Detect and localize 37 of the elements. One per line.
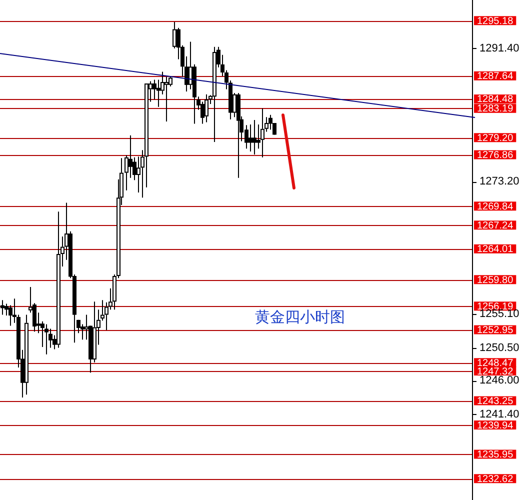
candlestick: [172, 21, 176, 49]
candlestick: [92, 301, 96, 363]
candlestick: [80, 324, 84, 340]
ref-line-label: 1279.20: [477, 132, 514, 144]
ref-line-label: 1267.24: [477, 220, 514, 232]
y-tick-label: 1291.40: [480, 42, 520, 54]
y-tick-label: 1273.20: [480, 176, 520, 188]
y-tick-label: 1246.00: [480, 374, 520, 387]
candlestick: [260, 108, 264, 158]
ref-line-label: 1252.95: [477, 325, 514, 336]
candlestick: [56, 211, 60, 348]
candlestick: [248, 124, 252, 152]
candlestick: [204, 94, 208, 123]
ref-line-label: 1276.86: [477, 150, 514, 162]
candlestick: [164, 76, 168, 122]
ref-line-label: 1295.18: [477, 16, 514, 27]
ref-line-label: 1287.64: [477, 71, 514, 82]
ref-line-label: 1232.62: [477, 474, 514, 485]
ref-line-label: 1243.25: [477, 396, 514, 408]
ref-line-label: 1283.19: [477, 104, 514, 115]
y-tick-label: 1250.50: [480, 342, 520, 354]
ref-line-label: 1235.95: [477, 449, 514, 460]
ref-line-label: 1248.47: [477, 358, 514, 369]
ref-line-label: 1264.01: [477, 244, 514, 256]
y-tick-label: 1241.40: [480, 408, 520, 420]
candlestick: [44, 324, 48, 355]
ref-line-label: 1269.84: [477, 201, 514, 212]
ref-line-label: 1239.94: [477, 420, 514, 432]
candlestick: [252, 120, 256, 155]
candlestick: [212, 46, 216, 143]
annotation: 黄金四小时图: [255, 308, 345, 326]
candlestick: [24, 314, 28, 396]
candlestick: [128, 134, 132, 178]
candlestick: [156, 79, 160, 108]
ref-line-label: 1259.80: [477, 274, 514, 286]
candlestick: [268, 114, 272, 130]
ref-line-label: 1284.48: [477, 94, 514, 106]
